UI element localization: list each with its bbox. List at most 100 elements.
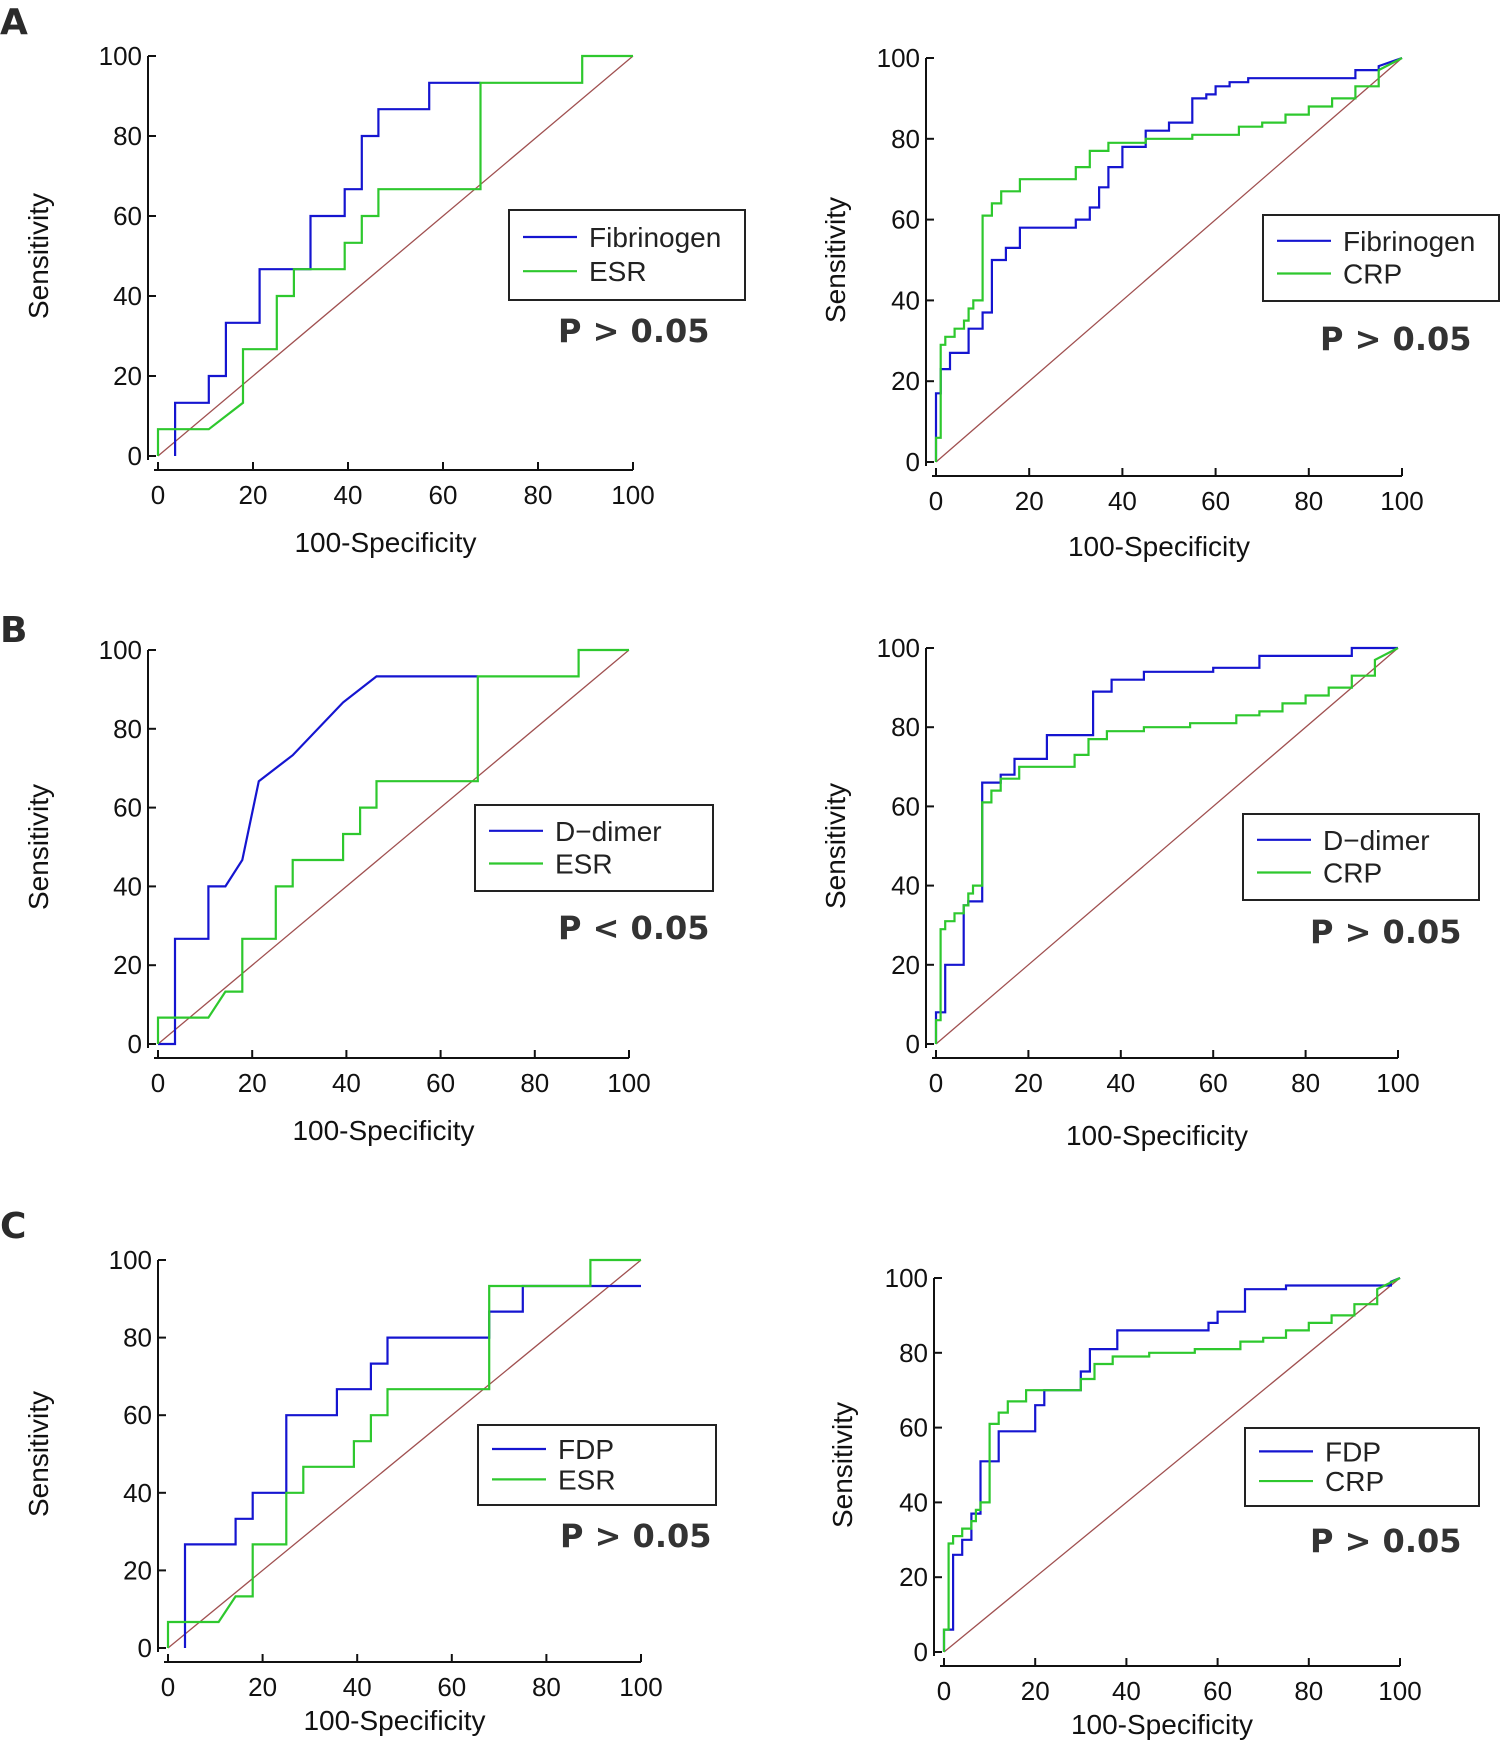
x-tick-label: 20 [1021, 1676, 1050, 1706]
p-value-annotation: P > 0.05 [1320, 320, 1472, 358]
roc-curve-crp [934, 57, 1403, 462]
reference-diagonal [935, 57, 1403, 463]
x-tick-label: 100 [607, 1068, 650, 1098]
p-value-annotation: P > 0.05 [1310, 1522, 1462, 1560]
x-tick-label: 40 [1108, 486, 1137, 516]
axes: 0 20 40 60 80 100 0 20 40 60 80 100 [109, 1245, 663, 1702]
y-axis-label: Sensitivity [827, 1402, 858, 1528]
legend-entry: FDP [558, 1434, 614, 1465]
roc-panel-1: A 0 20 40 60 80 100 0 20 40 60 80 100 Sensitivity 100-… [0, 2, 746, 558]
x-tick-label: 40 [334, 480, 363, 510]
x-tick-label: 60 [429, 480, 458, 510]
roc-curve-fibrinogen [934, 56, 1403, 462]
legend-box [1244, 1427, 1480, 1507]
y-tick-label: 100 [877, 633, 920, 663]
y-tick-label: 0 [906, 1029, 920, 1059]
y-tick-label: 80 [113, 121, 142, 151]
legend-entry: CRP [1343, 258, 1402, 289]
x-tick-label: 80 [520, 1068, 549, 1098]
y-tick-label: 60 [899, 1413, 928, 1443]
x-tick-label: 0 [929, 1068, 943, 1098]
legend-box [474, 804, 714, 892]
roc-curve-esr [156, 648, 629, 1044]
roc-curve-fibrinogen [174, 81, 481, 456]
legend-entry: ESR [589, 256, 647, 287]
x-tick-label: 100 [1378, 1676, 1421, 1706]
y-tick-label: 40 [123, 1478, 152, 1508]
legend-entry: CRP [1325, 1466, 1384, 1497]
panel-letter: B [0, 610, 27, 651]
x-tick-label: 80 [524, 480, 553, 510]
y-tick-label: 0 [138, 1633, 152, 1663]
y-tick-label: 80 [891, 712, 920, 742]
x-tick-label: 40 [1112, 1676, 1141, 1706]
x-tick-label: 80 [1294, 1676, 1323, 1706]
y-tick-label: 60 [113, 201, 142, 231]
x-tick-label: 60 [1199, 1068, 1228, 1098]
x-tick-label: 60 [437, 1672, 466, 1702]
x-tick-label: 40 [1106, 1068, 1135, 1098]
y-tick-label: 80 [899, 1338, 928, 1368]
y-tick-label: 60 [123, 1400, 152, 1430]
p-value-annotation: P > 0.05 [560, 1517, 712, 1555]
y-tick-label: 20 [899, 1562, 928, 1592]
x-axis-label: 100-Specificity [294, 527, 476, 558]
panel-letter: C [0, 1206, 26, 1247]
y-tick-label: 80 [123, 1323, 152, 1353]
x-tick-label: 100 [611, 480, 654, 510]
roc-curve-d-dimer [158, 675, 478, 1046]
x-tick-label: 80 [1294, 486, 1323, 516]
y-tick-label: 40 [113, 281, 142, 311]
legend-box [1262, 214, 1500, 302]
x-axis-label: 100-Specificity [1066, 1120, 1248, 1151]
y-tick-label: 40 [113, 871, 142, 901]
reference-diagonal [167, 1259, 642, 1649]
x-tick-label: 0 [151, 480, 165, 510]
p-value-annotation: P > 0.05 [558, 312, 710, 350]
y-axis-label: Sensitivity [23, 1391, 54, 1517]
x-axis-label: 100-Specificity [1068, 531, 1250, 562]
roc-curve-crp [934, 647, 1399, 1044]
p-value-annotation: P > 0.05 [1310, 913, 1462, 951]
legend-entry: CRP [1323, 857, 1382, 888]
y-tick-label: 0 [914, 1637, 928, 1667]
y-axis-label: Sensitivity [23, 784, 54, 910]
x-tick-label: 20 [1015, 486, 1044, 516]
roc-curve-esr [156, 54, 633, 456]
y-axis-label: Sensitivity [23, 193, 54, 319]
x-tick-label: 100 [1380, 486, 1423, 516]
y-tick-label: 60 [891, 205, 920, 235]
x-tick-label: 80 [532, 1672, 561, 1702]
y-tick-label: 80 [113, 714, 142, 744]
y-tick-label: 0 [128, 1029, 142, 1059]
y-tick-label: 80 [891, 124, 920, 154]
x-tick-label: 20 [1014, 1068, 1043, 1098]
x-axis-label: 100-Specificity [303, 1705, 485, 1736]
y-tick-label: 40 [899, 1487, 928, 1517]
legend-box [1242, 813, 1480, 901]
x-tick-label: 20 [238, 1068, 267, 1098]
roc-panel-2: 0 20 40 60 80 100 0 20 40 60 80 100 Sensitivity 100-S… [820, 43, 1500, 562]
legend-entry: ESR [558, 1464, 616, 1495]
roc-panel-6: 0 20 40 60 80 100 0 20 40 60 80 100 Sensitivity 100-S… [827, 1263, 1480, 1740]
y-tick-label: 100 [877, 43, 920, 73]
x-tick-label: 80 [1291, 1068, 1320, 1098]
y-tick-label: 100 [109, 1245, 152, 1275]
p-value-annotation: P < 0.05 [558, 909, 710, 947]
y-tick-label: 0 [906, 447, 920, 477]
legend-entry: Fibrinogen [1343, 226, 1475, 257]
x-tick-label: 0 [151, 1068, 165, 1098]
reference-diagonal [157, 649, 630, 1045]
legend-entry: FDP [1325, 1436, 1381, 1467]
x-axis-label: 100-Specificity [1071, 1709, 1253, 1740]
roc-panel-3: B 0 20 40 60 80 100 0 20 40 60 80 100 Sensitivity 100-… [0, 610, 714, 1146]
x-axis-label: 100-Specificity [292, 1115, 474, 1146]
axes: 0 20 40 60 80 100 0 20 40 60 80 100 [99, 635, 651, 1098]
axes: 0 20 40 60 80 100 0 20 40 60 80 100 [877, 633, 1420, 1098]
roc-curve-esr [166, 1258, 641, 1648]
